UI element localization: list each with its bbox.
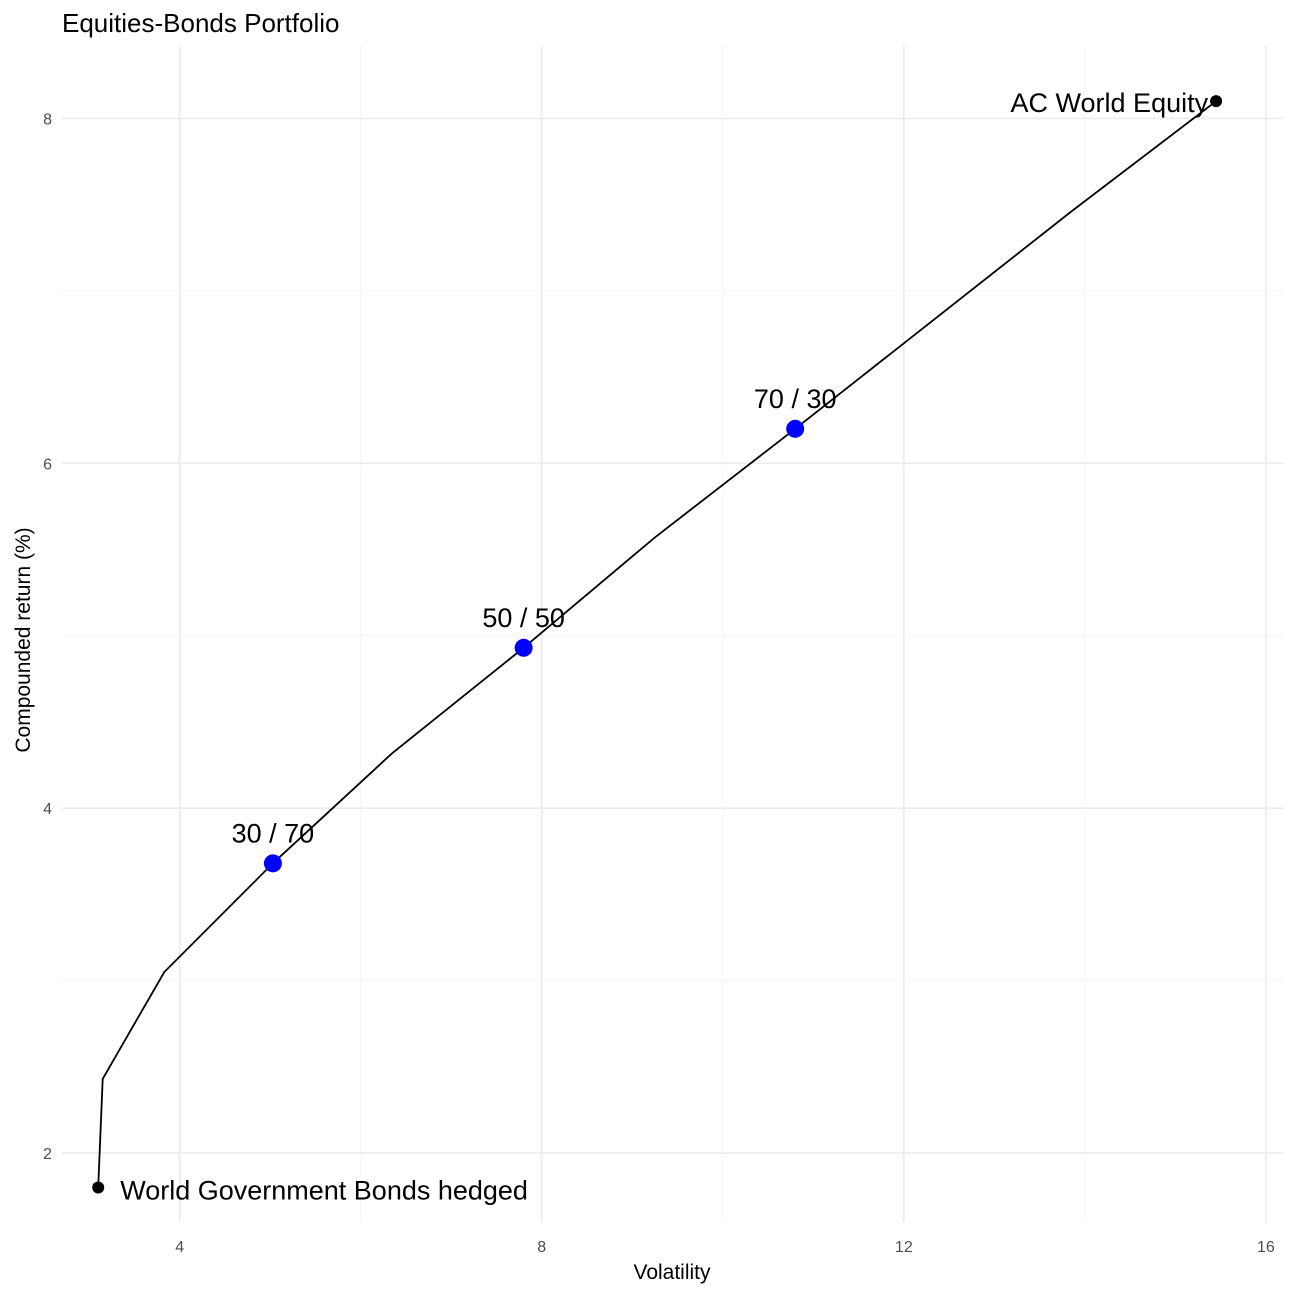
portfolio-marker xyxy=(514,638,533,657)
endpoint-label: World Government Bonds hedged xyxy=(120,1176,528,1206)
x-axis-title: Volatility xyxy=(633,1261,711,1284)
portfolio-label: 50 / 50 xyxy=(482,603,565,633)
endpoint-label: AC World Equity xyxy=(1011,88,1209,118)
y-tick-label: 6 xyxy=(43,456,52,473)
x-tick-label: 4 xyxy=(175,1239,184,1256)
portfolio-label: 30 / 70 xyxy=(232,818,315,848)
x-tick-label: 12 xyxy=(895,1239,913,1256)
tick-labels: 4 8 12 16 2 4 6 8 xyxy=(43,111,1275,1256)
x-tick-label: 8 xyxy=(537,1239,546,1256)
y-tick-label: 8 xyxy=(43,111,52,128)
grid-layer xyxy=(62,46,1284,1222)
portfolio-marker xyxy=(786,419,805,438)
chart-title: Equities-Bonds Portfolio xyxy=(62,8,340,38)
y-tick-label: 4 xyxy=(43,801,52,818)
frontier-line xyxy=(97,100,1217,1188)
portfolio-marker xyxy=(263,854,282,873)
series-layer xyxy=(97,100,1217,1188)
y-axis-title: Compounded return (%) xyxy=(12,527,35,752)
endpoint-marker xyxy=(92,1181,105,1194)
endpoint-marker xyxy=(1210,95,1223,108)
point-layer xyxy=(92,95,1223,1194)
y-tick-label: 2 xyxy=(43,1146,52,1163)
point-labels: World Government Bonds hedged AC World Eq… xyxy=(120,88,1208,1205)
x-tick-label: 16 xyxy=(1257,1239,1275,1256)
portfolio-label: 70 / 30 xyxy=(754,384,837,414)
